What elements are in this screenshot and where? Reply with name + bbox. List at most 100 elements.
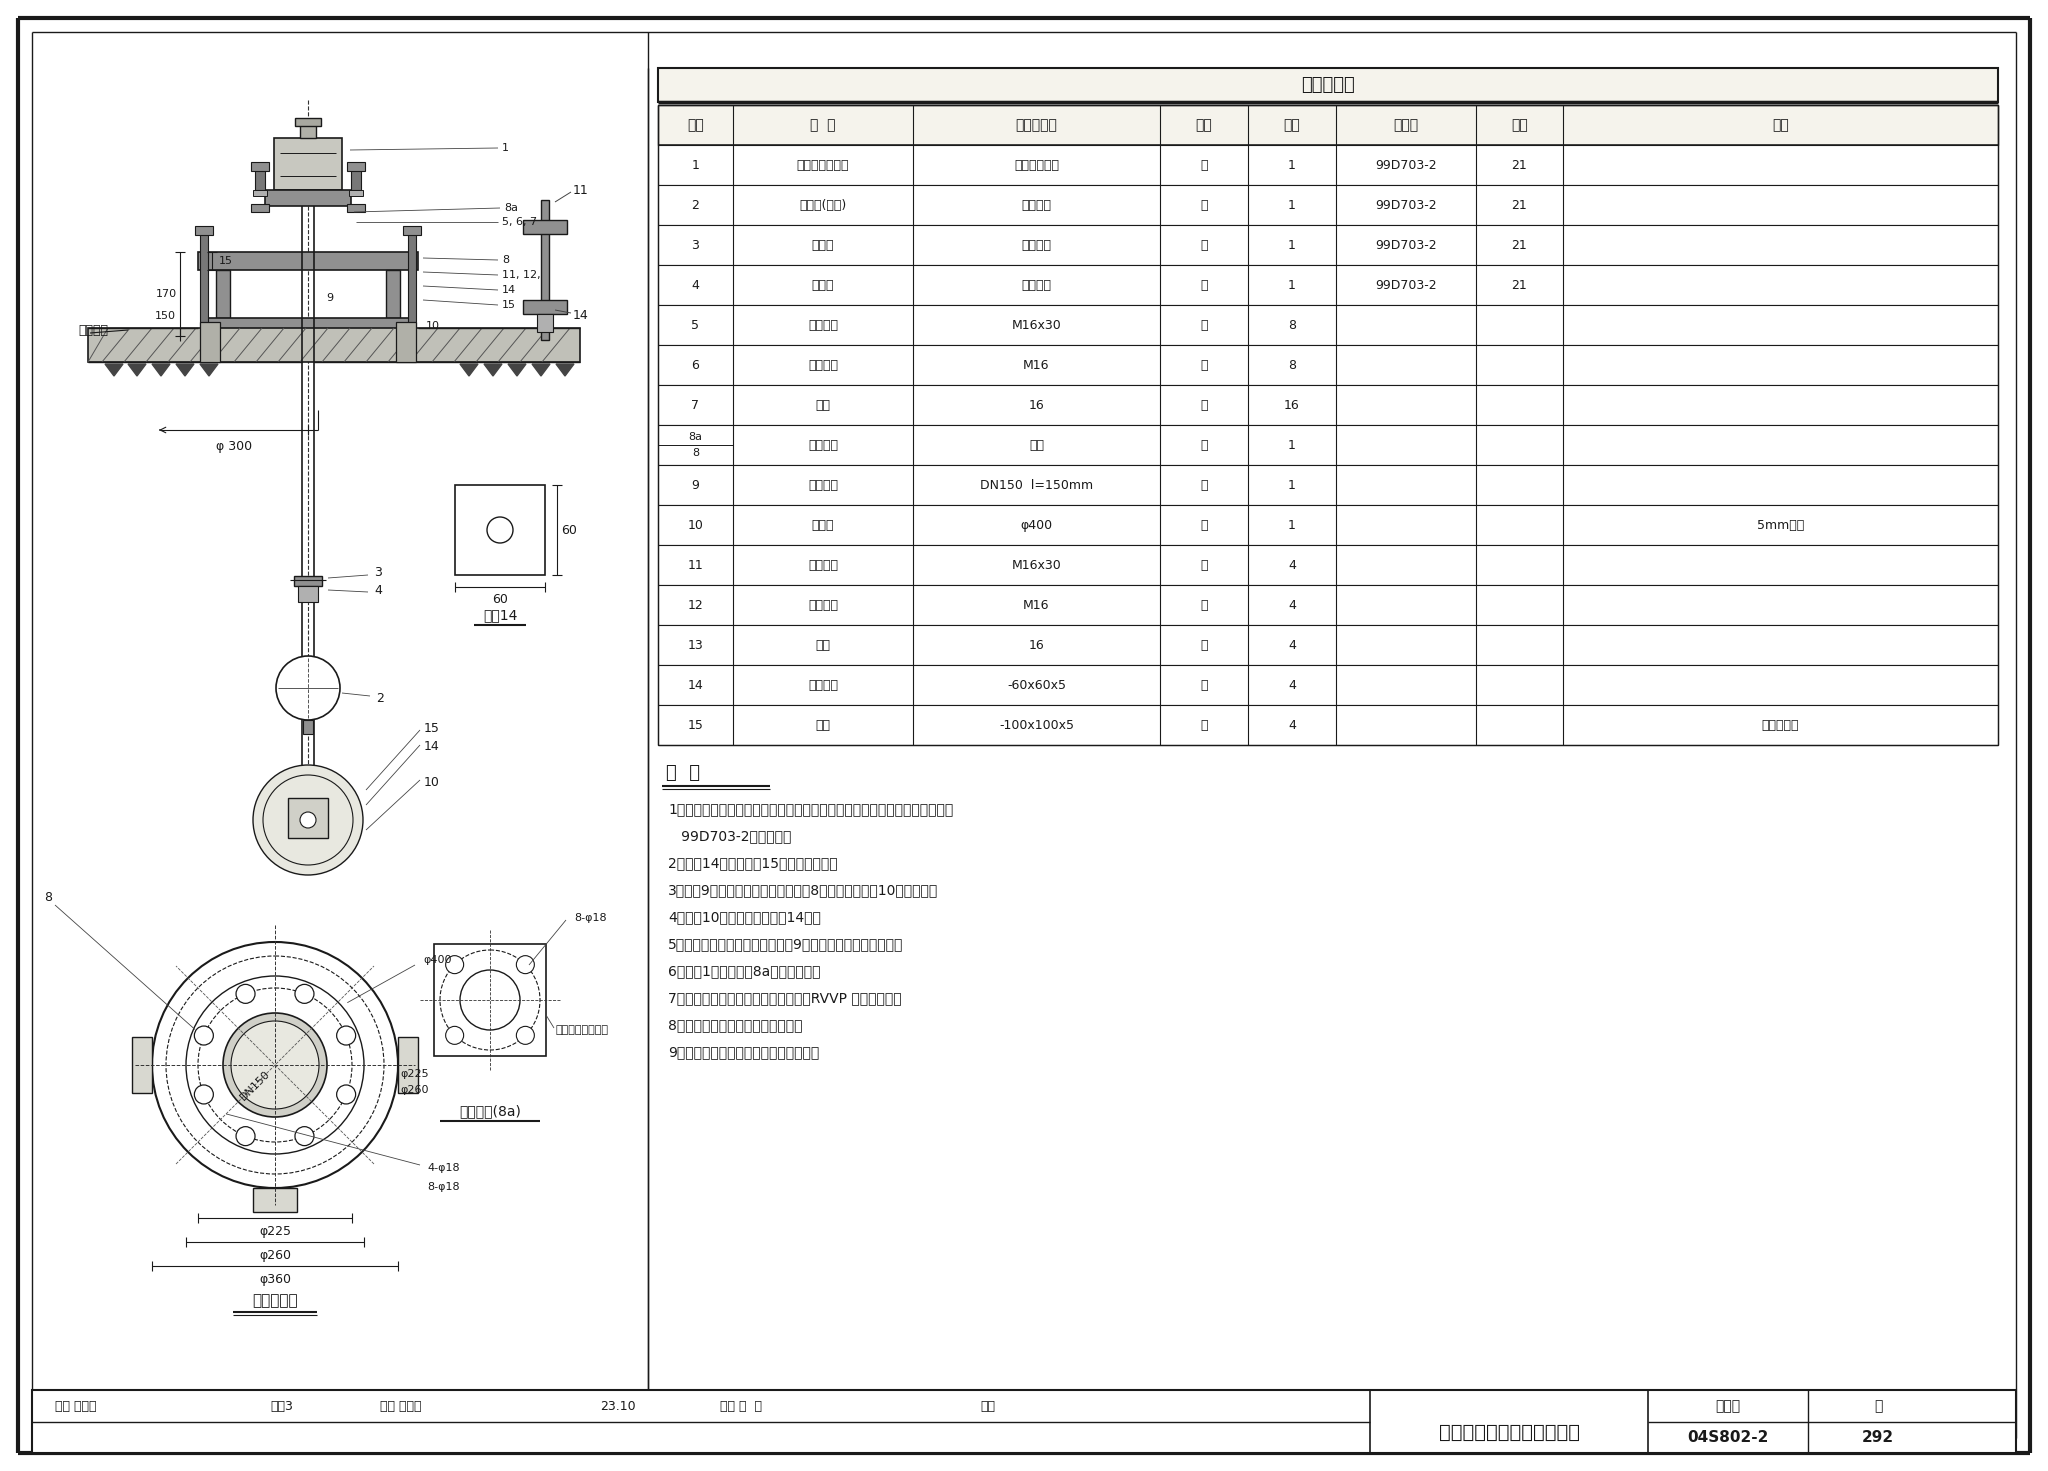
Text: 安装法兰(8a): 安装法兰(8a) <box>459 1105 520 1118</box>
Text: 名  称: 名 称 <box>811 118 836 132</box>
Circle shape <box>487 516 512 543</box>
Text: 99D703-2: 99D703-2 <box>1374 199 1438 212</box>
Text: 12: 12 <box>688 599 702 612</box>
Circle shape <box>336 1086 356 1103</box>
Text: 15: 15 <box>688 718 702 731</box>
Text: 1: 1 <box>1288 159 1296 172</box>
Text: 2、序号14焊接在序号15土建预埋件上。: 2、序号14焊接在序号15土建预埋件上。 <box>668 856 838 869</box>
Text: 1: 1 <box>1288 438 1296 452</box>
Text: 件: 件 <box>1200 678 1208 691</box>
Bar <box>346 204 365 212</box>
Circle shape <box>254 765 362 875</box>
Polygon shape <box>555 363 573 377</box>
Text: 图集号: 图集号 <box>1716 1399 1741 1414</box>
Bar <box>397 1037 418 1093</box>
Text: φ225: φ225 <box>258 1225 291 1239</box>
Text: 埋件: 埋件 <box>815 718 831 731</box>
Text: 4: 4 <box>1288 718 1296 731</box>
Text: 8: 8 <box>43 890 51 903</box>
Text: φ400: φ400 <box>1020 518 1053 531</box>
Text: 根: 根 <box>1200 478 1208 491</box>
Bar <box>657 505 1999 544</box>
Text: 序号: 序号 <box>688 118 705 132</box>
Text: 套: 套 <box>1200 278 1208 291</box>
Text: 六角螺母: 六角螺母 <box>809 599 838 612</box>
Text: 150: 150 <box>154 310 176 321</box>
Text: 11, 12,: 11, 12, <box>502 271 541 279</box>
Text: 六角螺母: 六角螺母 <box>809 359 838 372</box>
Bar <box>657 146 1999 185</box>
Text: 10: 10 <box>426 321 440 331</box>
Text: 8a: 8a <box>688 432 702 441</box>
Text: 仪表配套: 仪表配套 <box>1022 278 1051 291</box>
Text: -100x100x5: -100x100x5 <box>999 718 1073 731</box>
Circle shape <box>295 984 313 1003</box>
Bar <box>264 190 350 206</box>
Text: 5、控制水位标高各元件穿过序号9镀锌钢管，自然沉入水中。: 5、控制水位标高各元件穿过序号9镀锌钢管，自然沉入水中。 <box>668 937 903 950</box>
Text: 21: 21 <box>1511 159 1528 172</box>
Text: 14: 14 <box>688 678 702 691</box>
Text: 15: 15 <box>502 300 516 310</box>
Bar <box>657 225 1999 265</box>
Text: 双头螺栓: 双头螺栓 <box>809 559 838 572</box>
Bar <box>88 328 580 362</box>
Text: DN150  l=150mm: DN150 l=150mm <box>979 478 1094 491</box>
Bar <box>403 349 422 357</box>
Polygon shape <box>508 363 526 377</box>
Text: 21: 21 <box>1511 199 1528 212</box>
Text: 10: 10 <box>424 775 440 788</box>
Text: 审核 易曜光: 审核 易曜光 <box>55 1399 96 1412</box>
Text: 7、从控制地点到液位计信号线，采用RVVP 型屏蔽电缆。: 7、从控制地点到液位计信号线，采用RVVP 型屏蔽电缆。 <box>668 991 901 1005</box>
Text: φ260: φ260 <box>258 1249 291 1262</box>
Circle shape <box>152 941 397 1189</box>
Text: 1、浮筒球式液位计在水塔内人井平台上用法兰安装时见本图，并与标准图集: 1、浮筒球式液位计在水塔内人井平台上用法兰安装时见本图，并与标准图集 <box>668 802 952 816</box>
Bar <box>657 185 1999 225</box>
Text: 4: 4 <box>1288 638 1296 652</box>
Polygon shape <box>127 363 145 377</box>
Bar <box>201 234 209 349</box>
Bar <box>657 385 1999 425</box>
Circle shape <box>446 1027 463 1044</box>
Text: 六角螺栓: 六角螺栓 <box>809 319 838 331</box>
Text: 4: 4 <box>692 278 700 291</box>
Text: 上插圈: 上插圈 <box>811 238 834 252</box>
Text: 型号及规格: 型号及规格 <box>1016 118 1057 132</box>
Text: 8: 8 <box>1288 359 1296 372</box>
Circle shape <box>516 1027 535 1044</box>
Text: 60: 60 <box>561 524 578 537</box>
Bar <box>350 171 360 190</box>
Circle shape <box>299 812 315 828</box>
Bar <box>348 190 362 196</box>
Text: 10: 10 <box>688 518 702 531</box>
Text: 个: 个 <box>1200 559 1208 572</box>
Text: 个: 个 <box>1200 599 1208 612</box>
Bar <box>657 585 1999 625</box>
Bar <box>541 200 549 340</box>
Text: 21: 21 <box>1511 238 1528 252</box>
Text: 人井平台: 人井平台 <box>78 324 109 337</box>
Text: 9: 9 <box>326 293 334 303</box>
Text: 7: 7 <box>692 399 700 412</box>
Text: 11: 11 <box>573 184 588 197</box>
Bar <box>657 304 1999 346</box>
Text: 5mm钢板: 5mm钢板 <box>1757 518 1804 531</box>
Text: φ 300: φ 300 <box>215 440 252 453</box>
Text: 页次: 页次 <box>1511 118 1528 132</box>
Text: φ400: φ400 <box>424 955 451 965</box>
Text: 14: 14 <box>573 309 588 322</box>
Circle shape <box>446 956 463 974</box>
Text: -60x60x5: -60x60x5 <box>1008 678 1067 691</box>
Circle shape <box>223 1014 328 1116</box>
Text: 浮筒球式液位计法兰安装图: 浮筒球式液位计法兰安装图 <box>1438 1422 1579 1442</box>
Text: 8: 8 <box>692 449 698 457</box>
Text: 8-φ18: 8-φ18 <box>426 1183 459 1192</box>
Polygon shape <box>104 363 123 377</box>
Text: 浮球杆: 浮球杆 <box>811 278 834 291</box>
Text: 6、序号1安装于序号8a安装法兰上。: 6、序号1安装于序号8a安装法兰上。 <box>668 964 821 978</box>
Text: 个: 个 <box>1200 359 1208 372</box>
Text: 设备材料表: 设备材料表 <box>1300 76 1356 94</box>
Text: 60: 60 <box>492 593 508 606</box>
Bar <box>299 585 317 602</box>
Text: 14: 14 <box>502 285 516 296</box>
Bar <box>657 465 1999 505</box>
